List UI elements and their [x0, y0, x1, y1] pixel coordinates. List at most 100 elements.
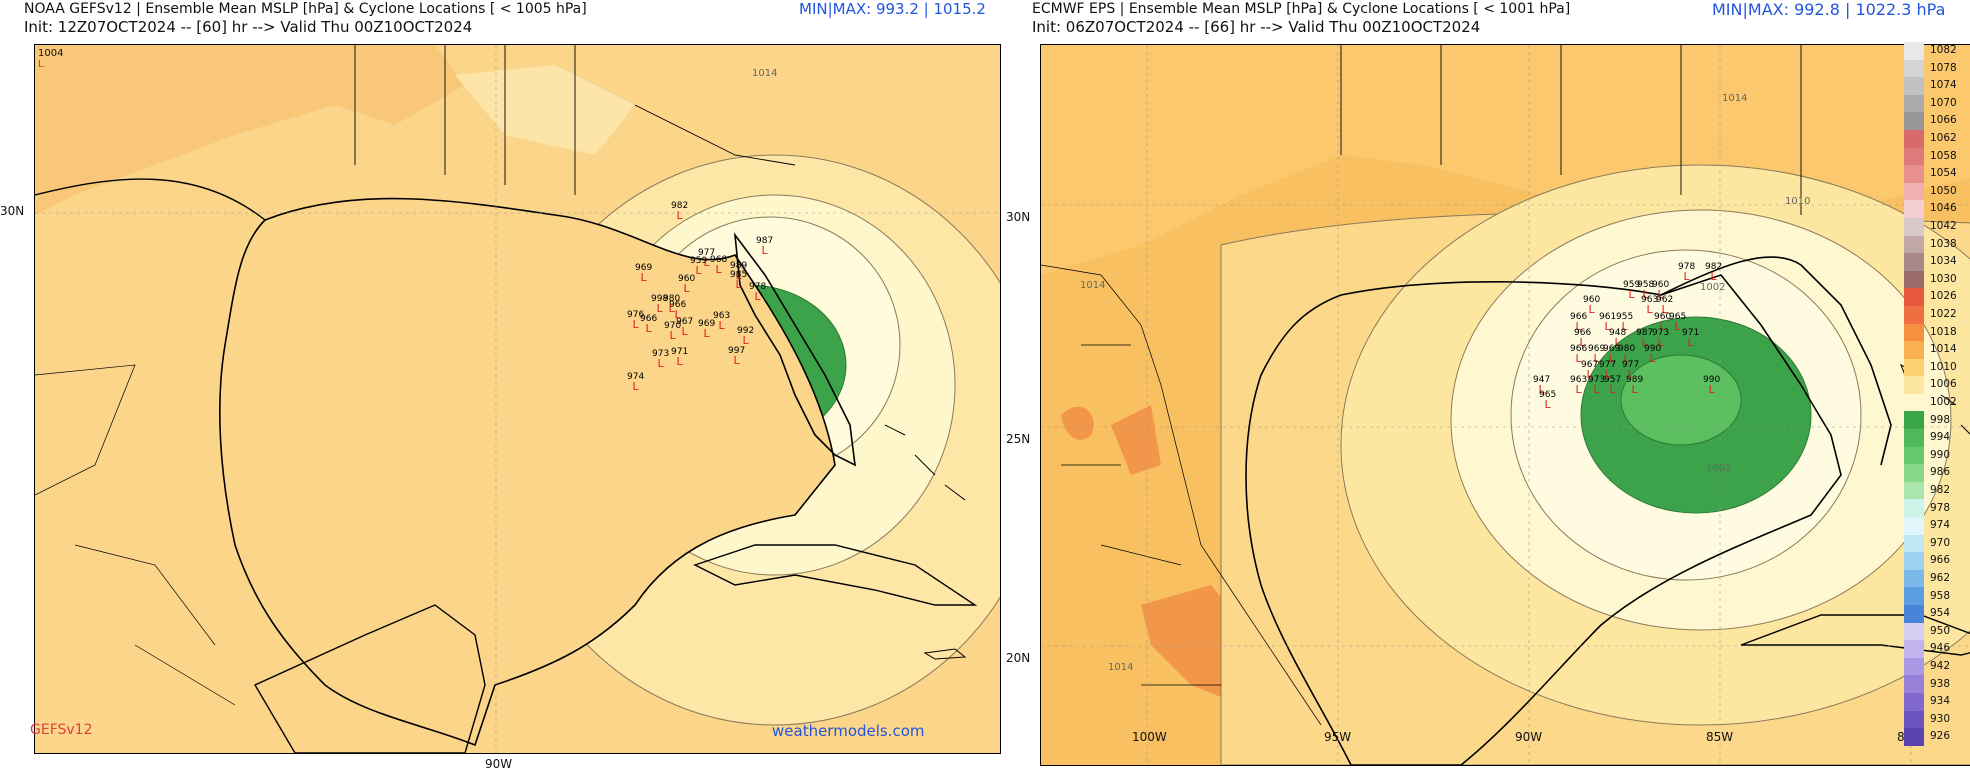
ecmwf-cyclone-pressure: 990 — [1644, 344, 1662, 354]
ecmwf-cyclone-marker: 955 L — [1616, 312, 1634, 333]
ecmwf-cyclone-pressure: 973 — [1588, 375, 1606, 385]
ecmwf-cyclone-marker: 990 L — [1644, 344, 1662, 365]
ecmwf-cyclone-pressure: 966 — [1574, 328, 1592, 338]
gefs-low-symbol: L — [681, 325, 688, 338]
gefs-cyclone-pressure: 971 — [671, 347, 689, 357]
ecmwf-low-symbol: L — [1544, 398, 1551, 411]
colorbar-tick-label: 930 — [1930, 712, 1951, 725]
ecmwf-cyclone-marker: 971 L — [1682, 328, 1700, 349]
colorbar-segment — [1904, 675, 1924, 693]
gefs-cyclone-marker: 970 L — [664, 321, 682, 342]
gefs-cyclone-pressure: 960 — [678, 274, 696, 284]
colorbar-segment — [1904, 288, 1924, 306]
colorbar-segment — [1904, 94, 1924, 113]
gefs-low-symbol: L — [761, 244, 768, 257]
gefs-low-symbol: L — [632, 380, 639, 393]
ecmwf-cyclone-pressure: 961 — [1599, 312, 1617, 322]
colorbar-segment — [1904, 692, 1924, 711]
colorbar-tick-label: 954 — [1930, 607, 1951, 620]
pressure-colorbar-labels: 1082 1078 1074 1070 1066 1062 1058 1054 1050 1046… — [1930, 42, 1970, 746]
site-link[interactable]: weathermodels.com — [772, 722, 925, 740]
ecmwf-cyclone-marker: 982 L — [1705, 262, 1723, 283]
colorbar-tick-label: 1070 — [1930, 96, 1957, 109]
colorbar-tick-label: 974 — [1930, 519, 1951, 532]
colorbar-segment — [1904, 358, 1924, 377]
gefs-low-symbol: L — [657, 357, 664, 370]
ecmwf-cyclone-pressure: 969 — [1603, 344, 1621, 354]
right-minmax: MIN|MAX: 992.8 | 1022.3 hPa — [1712, 0, 1946, 19]
ecmwf-cyclone-pressure: 980 — [1618, 344, 1636, 354]
gefs-cyclone-marker: 987 L — [756, 236, 774, 257]
gefs-cyclone-pressure: 968 — [710, 255, 728, 265]
ecmwf-cyclone-marker: 958 L — [1637, 281, 1654, 301]
colorbar-tick-label: 1058 — [1930, 149, 1957, 162]
colorbar-segment — [1904, 499, 1924, 518]
ecmwf-cyclone-pressure: 978 — [1678, 262, 1696, 272]
gefs-cyclone-pressure: 963 — [713, 311, 731, 321]
ecmwf-cyclone-pressure: 955 — [1616, 312, 1634, 322]
gefs-cyclone-pressure: 985 — [730, 270, 748, 280]
colorbar-segment — [1904, 147, 1924, 166]
ecmwf-cyclone-pressure: 977 — [1622, 360, 1640, 370]
gefs-cyclone-pressure: 970 — [664, 321, 682, 331]
gefs-low-symbol: L — [645, 322, 652, 335]
colorbar-tick-label: 998 — [1930, 413, 1951, 426]
gefs-low-symbol: L — [695, 264, 702, 277]
colorbar-segment — [1904, 481, 1924, 500]
ecmwf-cyclone-pressure: 971 — [1682, 328, 1700, 338]
ecmwf-contour-label: 1010 — [1785, 196, 1811, 207]
gefs-low-symbol: L — [683, 282, 690, 295]
ecmwf-cyclone-pressure: 960 — [1654, 312, 1672, 322]
gefs-lon-90w: 90W — [485, 757, 513, 771]
colorbar-segment — [1904, 640, 1924, 658]
colorbar-segment — [1904, 728, 1924, 746]
ecmwf-cyclone-pressure: 987 — [1636, 328, 1654, 338]
colorbar-segment — [1904, 569, 1924, 588]
ecmwf-cyclone-marker: 959 L — [1623, 281, 1640, 301]
gefs-cyclone-pressure: 973 — [652, 349, 670, 359]
ecmwf-contour-label: 1014 — [1080, 280, 1106, 291]
gefs-cyclone-pressure: 987 — [756, 236, 774, 246]
colorbar-tick-label: 1030 — [1930, 272, 1957, 285]
ecmwf-cyclone-pressure: 962 — [1656, 295, 1674, 305]
gefs-cyclone-pressure: 974 — [627, 372, 645, 382]
colorbar-tick-label: 1046 — [1930, 202, 1957, 215]
ecmwf-low-symbol: L — [1628, 288, 1635, 301]
ecmwf-cyclone-marker: 961 L — [1599, 312, 1617, 333]
gefs-corner-low-value: 1004 — [38, 48, 64, 59]
ecmwf-cyclone-marker: 960 L — [1583, 296, 1600, 316]
ecmwf-cyclone-pressure: 966 — [1570, 312, 1588, 322]
colorbar-tick-label: 1054 — [1930, 167, 1957, 180]
colorbar-tick-label: 1038 — [1930, 237, 1957, 250]
colorbar-segment — [1904, 517, 1924, 535]
gefs-cyclone-pressure: 978 — [749, 282, 767, 292]
colorbar-tick-label: 1002 — [1930, 396, 1957, 408]
gefs-cyclone-marker: 980 L — [663, 295, 680, 315]
ecmwf-low-symbol: L — [1604, 368, 1611, 381]
ecmwf-cyclone-marker: 977 L — [1622, 360, 1640, 381]
ecmwf-low-symbol: L — [1674, 320, 1681, 333]
colorbar-tick-label: 994 — [1930, 431, 1951, 444]
ecmwf-map — [1040, 44, 1970, 766]
gefs-low-symbol: L — [640, 271, 647, 284]
ecmwf-cyclone-marker: 989 L — [1626, 375, 1644, 396]
ecmwf-low-symbol: L — [1575, 352, 1582, 365]
ecmwf-low-symbol: L — [1631, 383, 1638, 396]
colorbar-segment — [1904, 305, 1924, 324]
ecmwf-cyclone-marker: 973 L — [1588, 375, 1606, 396]
ecmwf-low-symbol: L — [1661, 303, 1668, 316]
ecmwf-cyclone-pressure: 989 — [1626, 375, 1644, 385]
gefs-low-symbol: L — [676, 209, 683, 222]
gefs-cyclone-pressure: 998 — [651, 294, 669, 304]
gefs-cyclone-marker: 966 L — [640, 315, 657, 335]
gefs-low-symbol: L — [632, 318, 639, 331]
ecmwf-lon-90w: 90W — [1515, 730, 1543, 744]
ecmwf-cyclone-marker: 978 L — [1678, 262, 1696, 283]
colorbar-segment — [1904, 657, 1924, 676]
ecmwf-cyclone-pressure: 982 — [1705, 262, 1723, 272]
ecmwf-cyclone-marker: 962 L — [1656, 295, 1674, 316]
ecmwf-cyclone-marker: 960 L — [1654, 312, 1672, 333]
ecmwf-cyclone-marker: 965 L — [1669, 313, 1686, 333]
ecmwf-low-symbol: L — [1586, 368, 1593, 381]
colorbar-tick-label: 1034 — [1930, 255, 1957, 268]
